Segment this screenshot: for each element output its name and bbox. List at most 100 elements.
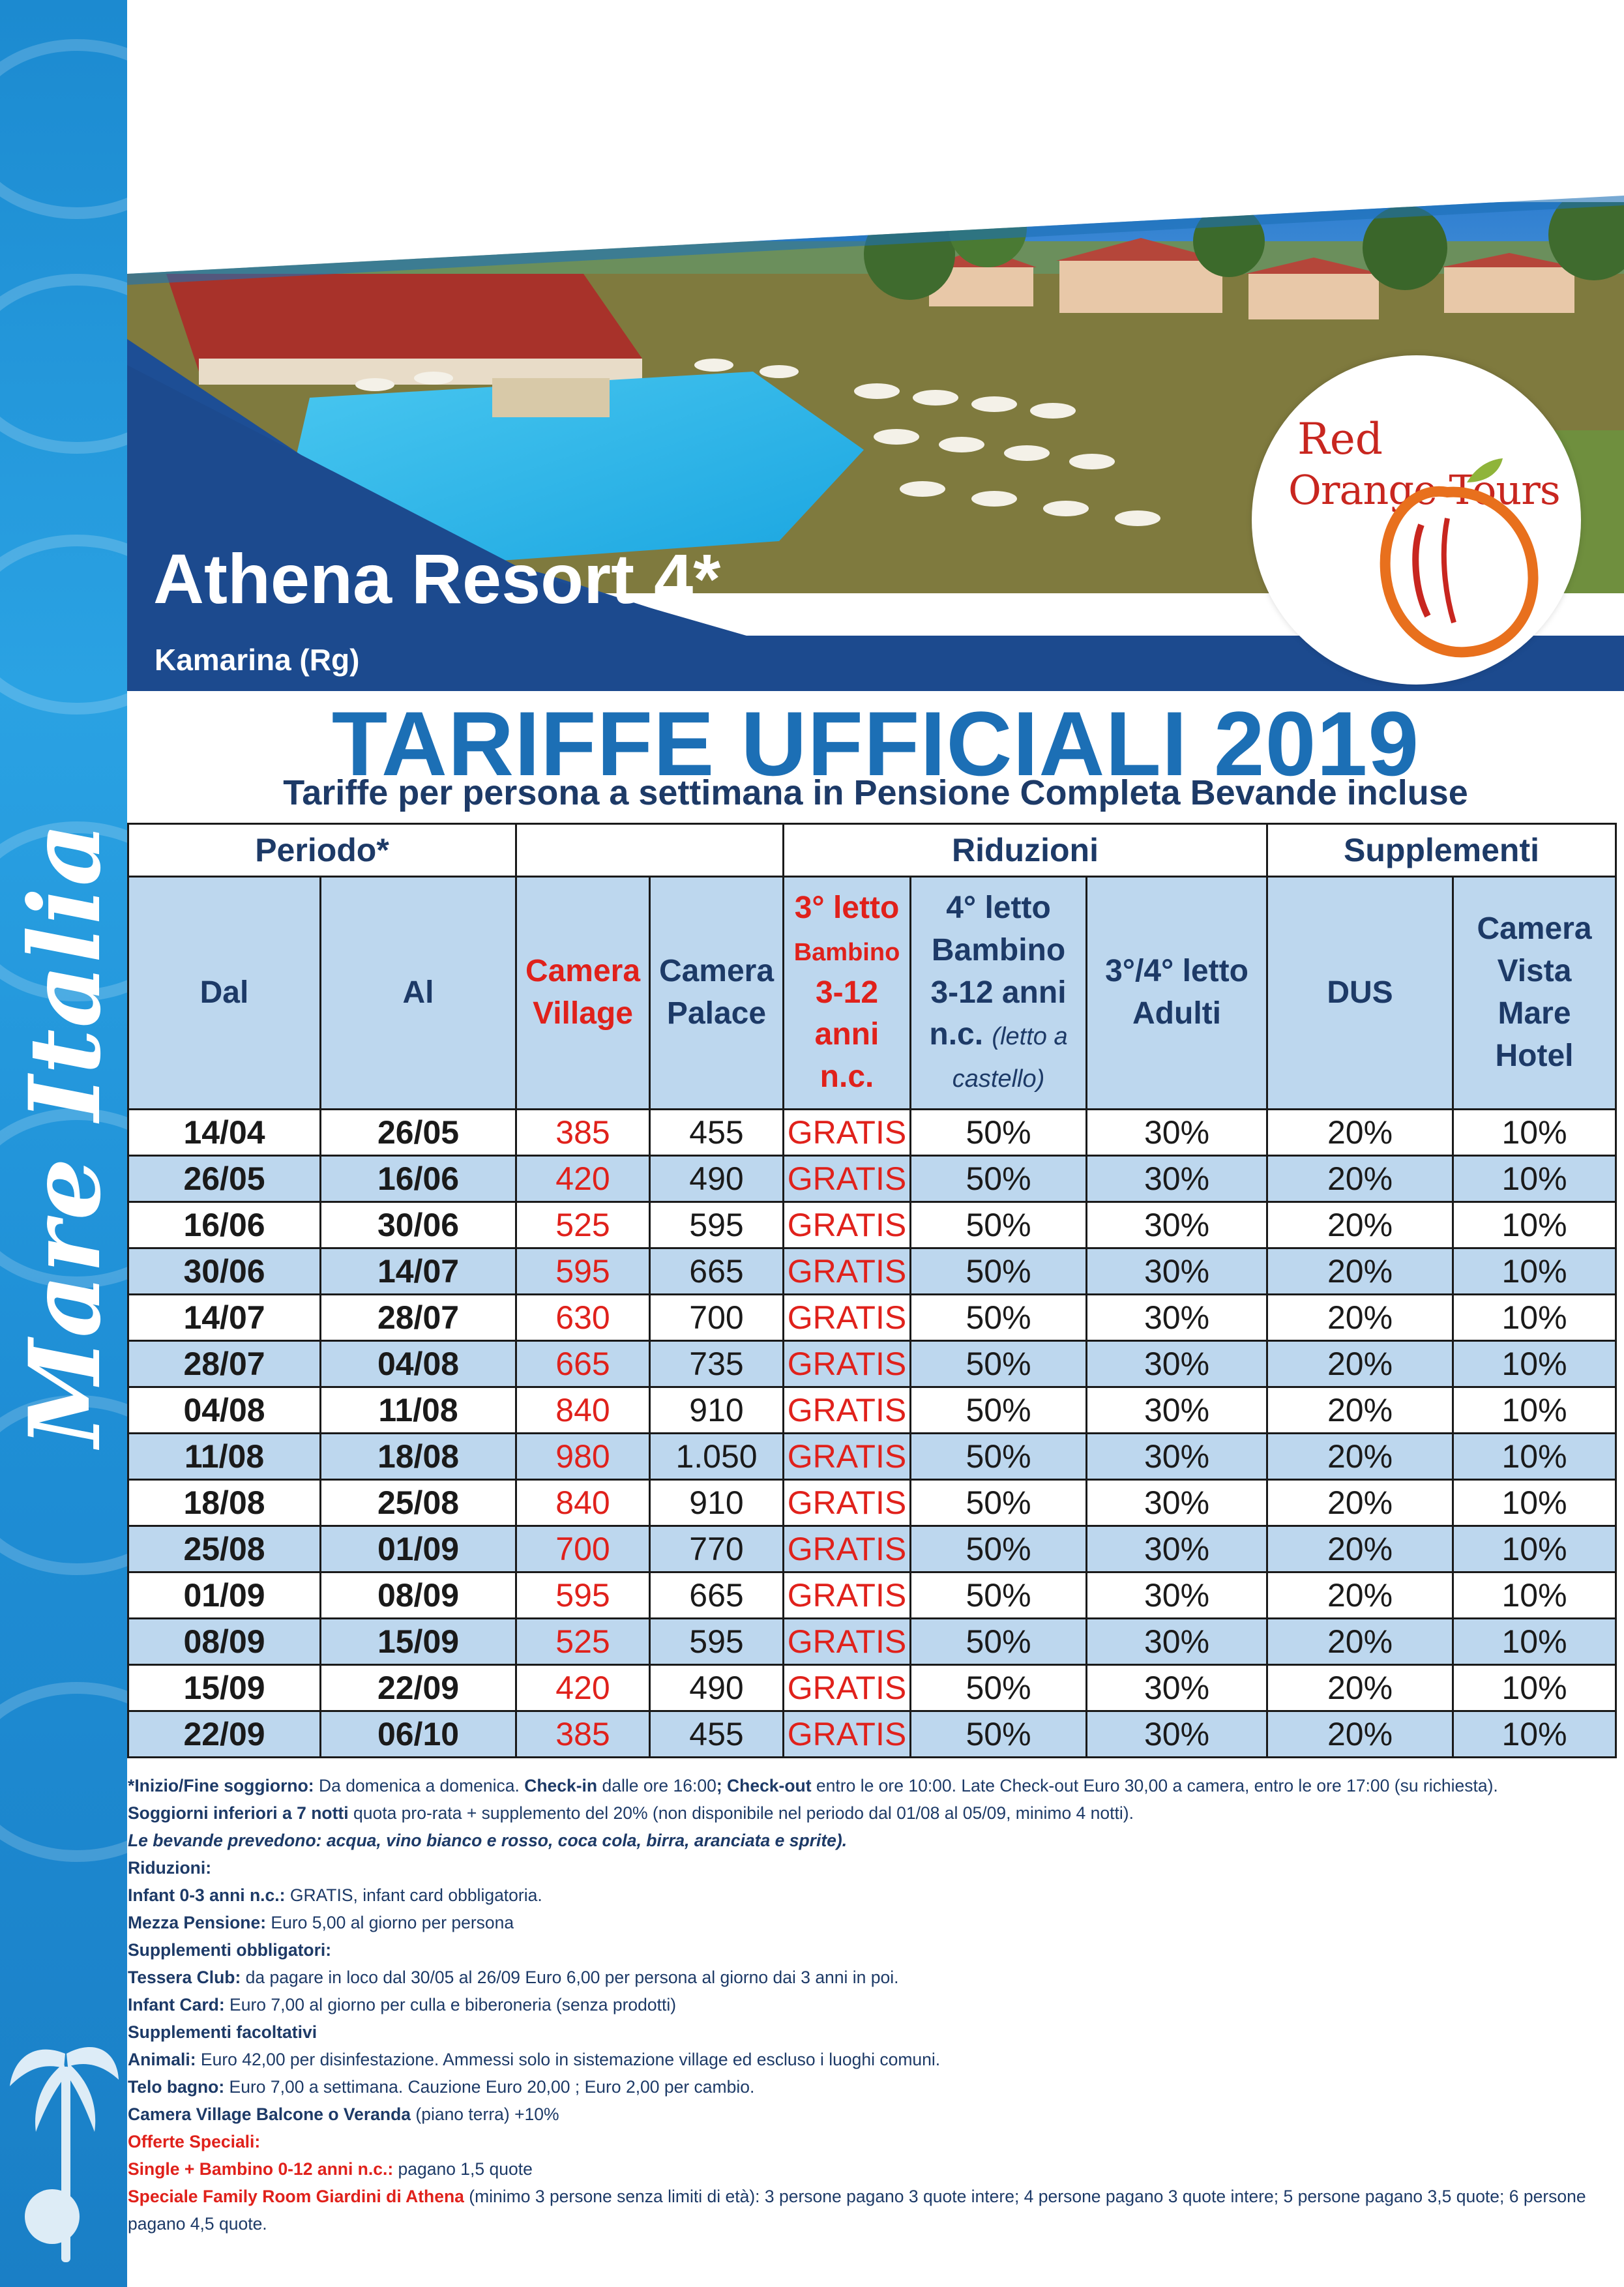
rates-table: Periodo* Riduzioni Supplementi Dal Al Ca…: [127, 823, 1617, 1758]
cell-dus: 20%: [1266, 1108, 1454, 1157]
cell-adulti: 30%: [1085, 1155, 1268, 1203]
cell-al: 01/09: [319, 1525, 517, 1573]
note-heading-offerte: Offerte Speciali:: [128, 2132, 261, 2151]
cell-vista: 10%: [1452, 1479, 1617, 1527]
cell-dus: 20%: [1266, 1664, 1454, 1712]
cell-dus: 20%: [1266, 1617, 1454, 1666]
cell-village: 840: [515, 1386, 651, 1434]
cell-palace: 490: [649, 1664, 784, 1712]
cell-palace: 910: [649, 1386, 784, 1434]
cell-palace: 910: [649, 1479, 784, 1527]
cell-palace: 770: [649, 1525, 784, 1573]
palm-tree-icon: [10, 2046, 119, 2262]
page-subtitle: Tariffe per persona a settimana in Pensi…: [283, 773, 1468, 812]
cell-vista: 10%: [1452, 1293, 1617, 1342]
cell-palace: 455: [649, 1710, 784, 1758]
note-telo-bagno: Telo bagno: Euro 7,00 a settimana. Cauzi…: [128, 2077, 755, 2097]
cell-palace: 665: [649, 1571, 784, 1619]
note-soggiorni-brevi: Soggiorni inferiori a 7 notti quota pro-…: [128, 1803, 1134, 1823]
cell-al: 14/07: [319, 1247, 517, 1295]
cell-dus: 20%: [1266, 1479, 1454, 1527]
cell-adulti: 30%: [1085, 1386, 1268, 1434]
cell-quarto: 50%: [909, 1664, 1087, 1712]
cell-vista: 10%: [1452, 1201, 1617, 1249]
cell-village: 700: [515, 1525, 651, 1573]
col-header-camera-village: Camera Village: [515, 876, 651, 1110]
cell-dal: 14/07: [127, 1293, 321, 1342]
cell-village: 385: [515, 1108, 651, 1157]
cell-terzo: GRATIS: [782, 1293, 911, 1342]
cell-vista: 10%: [1452, 1108, 1617, 1157]
cell-terzo: GRATIS: [782, 1571, 911, 1619]
col-header-dus: DUS: [1266, 876, 1454, 1110]
table-row: 28/07 04/08 665 735 GRATIS 50% 30% 20% 10%: [127, 1340, 1617, 1388]
cell-vista: 10%: [1452, 1247, 1617, 1295]
cell-al: 22/09: [319, 1664, 517, 1712]
group-header-empty: [515, 823, 784, 878]
note-infant: Infant 0-3 anni n.c.: GRATIS, infant car…: [128, 1885, 542, 1905]
notes-section: *Inizio/Fine soggiorno: Da domenica a do…: [128, 1772, 1614, 2237]
cell-dus: 20%: [1266, 1525, 1454, 1573]
cell-adulti: 30%: [1085, 1664, 1268, 1712]
col-header-al: Al: [319, 876, 517, 1110]
note-infant-card: Infant Card: Euro 7,00 al giorno per cul…: [128, 1995, 677, 2014]
cell-dal: 26/05: [127, 1155, 321, 1203]
cell-adulti: 30%: [1085, 1525, 1268, 1573]
cell-palace: 735: [649, 1340, 784, 1388]
company-logo: Red Orange Tours: [1252, 355, 1581, 685]
cell-dal: 14/04: [127, 1108, 321, 1157]
cell-vista: 10%: [1452, 1155, 1617, 1203]
note-family-room: Speciale Family Room Giardini di Athena …: [128, 2187, 1586, 2234]
cell-adulti: 30%: [1085, 1340, 1268, 1388]
table-row: 01/09 08/09 595 665 GRATIS 50% 30% 20% 10%: [127, 1571, 1617, 1619]
header-band: [127, 0, 1624, 691]
note-single-bambino: Single + Bambino 0-12 anni n.c.: pagano …: [128, 2159, 533, 2179]
cell-vista: 10%: [1452, 1617, 1617, 1666]
cell-dal: 25/08: [127, 1525, 321, 1573]
cell-dal: 16/06: [127, 1201, 321, 1249]
cell-vista: 10%: [1452, 1340, 1617, 1388]
cell-quarto: 50%: [909, 1617, 1087, 1666]
table-row: 18/08 25/08 840 910 GRATIS 50% 30% 20% 10%: [127, 1479, 1617, 1527]
cell-quarto: 50%: [909, 1479, 1087, 1527]
cell-palace: 700: [649, 1293, 784, 1342]
cell-quarto: 50%: [909, 1525, 1087, 1573]
note-bevande: Le bevande prevedono: acqua, vino bianco…: [128, 1831, 848, 1850]
cell-dus: 20%: [1266, 1710, 1454, 1758]
cell-adulti: 30%: [1085, 1201, 1268, 1249]
cell-vista: 10%: [1452, 1386, 1617, 1434]
table-row: 16/06 30/06 525 595 GRATIS 50% 30% 20% 10%: [127, 1201, 1617, 1249]
cell-al: 16/06: [319, 1155, 517, 1203]
cell-village: 630: [515, 1293, 651, 1342]
col-header-dal: Dal: [127, 876, 321, 1110]
cell-quarto: 50%: [909, 1710, 1087, 1758]
col-header-terzo-letto: 3° letto Bambino 3-12 anni n.c.: [782, 876, 911, 1110]
cell-vista: 10%: [1452, 1710, 1617, 1758]
cell-dus: 20%: [1266, 1247, 1454, 1295]
cell-vista: 10%: [1452, 1525, 1617, 1573]
cell-dus: 20%: [1266, 1155, 1454, 1203]
note-mezza-pensione: Mezza Pensione: Euro 5,00 al giorno per …: [128, 1913, 514, 1932]
cell-terzo: GRATIS: [782, 1386, 911, 1434]
col-header-vista-mare: Camera Vista Mare Hotel: [1452, 876, 1617, 1110]
cell-adulti: 30%: [1085, 1617, 1268, 1666]
group-header-riduzioni: Riduzioni: [782, 823, 1268, 878]
cell-quarto: 50%: [909, 1432, 1087, 1481]
cell-al: 30/06: [319, 1201, 517, 1249]
note-animali: Animali: Euro 42,00 per disinfestazione.…: [128, 2050, 941, 2069]
cell-al: 08/09: [319, 1571, 517, 1619]
table-row: 22/09 06/10 385 455 GRATIS 50% 30% 20% 10%: [127, 1710, 1617, 1758]
cell-terzo: GRATIS: [782, 1479, 911, 1527]
cell-adulti: 30%: [1085, 1247, 1268, 1295]
cell-adulti: 30%: [1085, 1432, 1268, 1481]
table-row: 25/08 01/09 700 770 GRATIS 50% 30% 20% 10%: [127, 1525, 1617, 1573]
cell-dus: 20%: [1266, 1432, 1454, 1481]
table-row: 11/08 18/08 980 1.050 GRATIS 50% 30% 20% 10%: [127, 1432, 1617, 1481]
side-title: Mare Italia: [8, 821, 123, 1447]
cell-dus: 20%: [1266, 1201, 1454, 1249]
cell-dal: 04/08: [127, 1386, 321, 1434]
cell-al: 06/10: [319, 1710, 517, 1758]
table-row: 04/08 11/08 840 910 GRATIS 50% 30% 20% 10%: [127, 1386, 1617, 1434]
cell-adulti: 30%: [1085, 1571, 1268, 1619]
cell-terzo: GRATIS: [782, 1340, 911, 1388]
